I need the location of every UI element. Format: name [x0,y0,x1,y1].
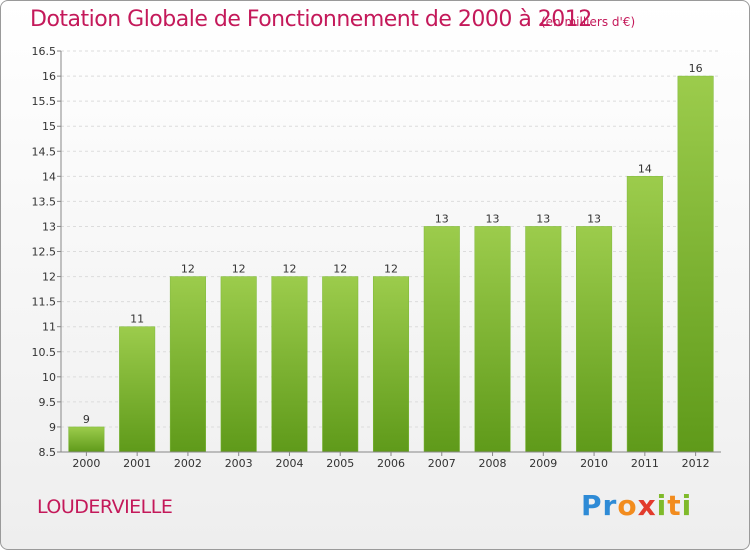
bar-2000[interactable] [68,426,105,453]
x-tick-label: 2001 [123,457,151,470]
y-tick-label: 12.5 [32,246,57,259]
x-tick-label: 2004 [275,457,303,470]
logo-letter: r [602,489,618,522]
logo-letter: x [637,489,657,522]
y-tick-label: 9.5 [39,396,57,409]
logo-letter: i [656,489,668,522]
bars [68,75,714,453]
bar-2011[interactable] [626,176,663,453]
x-tick-label: 2003 [225,457,253,470]
y-tick-label: 9 [49,421,56,434]
data-label-2011: 14 [638,162,652,175]
x-tick-label: 2005 [326,457,354,470]
x-tick-label: 2012 [682,457,710,470]
logo-letter: P [581,489,603,522]
data-label-2012: 16 [689,62,703,75]
x-tick-label: 2007 [428,457,456,470]
data-label-2004: 12 [282,263,296,276]
proxiti-logo[interactable]: Proxiti [581,489,692,522]
bar-2010[interactable] [576,226,613,453]
bar-2004[interactable] [271,276,308,453]
y-tick-label: 10 [42,371,56,384]
y-tick-label: 11 [42,321,56,334]
data-label-2009: 13 [536,212,550,225]
y-tick-label: 15.5 [32,95,57,108]
y-tick-label: 15 [42,120,56,133]
data-label-2007: 13 [435,212,449,225]
bar-2002[interactable] [169,276,206,453]
bar-2012[interactable] [677,75,714,453]
y-tick-label: 13.5 [32,195,57,208]
data-label-2008: 13 [486,212,500,225]
commune-name: LOUDERVIELLE [37,496,173,518]
data-label-2001: 11 [130,313,144,326]
bar-2009[interactable] [525,226,562,453]
data-label-2000: 9 [83,413,90,426]
y-tick-label: 16 [42,70,56,83]
y-tick-label: 13 [42,220,56,233]
x-tick-label: 2011 [631,457,659,470]
x-tick-label: 2009 [529,457,557,470]
bar-2008[interactable] [474,226,511,453]
chart-title: Dotation Globale de Fonctionnement de 20… [30,7,592,32]
y-tick-label: 10.5 [32,346,57,359]
x-tick-label: 2006 [377,457,405,470]
y-tick-label: 14 [42,170,56,183]
chart-subtitle: (en milliers d'€) [541,15,636,29]
bar-2007[interactable] [423,226,460,453]
y-tick-label: 8.5 [39,446,57,459]
logo-letter: o [617,489,638,522]
bar-2003[interactable] [220,276,257,453]
data-label-2005: 12 [333,263,347,276]
y-tick-label: 12 [42,271,56,284]
x-tick-label: 2002 [174,457,202,470]
data-label-2010: 13 [587,212,601,225]
x-tick-label: 2000 [72,457,100,470]
logo-letter: t [667,489,682,522]
data-labels: 9 11 12 12 12 12 12 13 13 13 13 14 16 [83,62,703,426]
bar-2005[interactable] [322,276,359,453]
bar-2006[interactable] [372,276,410,453]
x-tick-label: 2008 [479,457,507,470]
x-tick-label: 2010 [580,457,608,470]
y-tick-label: 14.5 [32,145,57,158]
y-tick-label: 11.5 [32,296,57,309]
y-tick-label: 16.5 [32,45,57,58]
bar-2001[interactable] [119,326,156,453]
data-label-2006: 12 [384,263,398,276]
axes: 8.5 9 9.5 10 10.5 11 11.5 12 12.5 13 13.5 14 14.5 15 1… [32,45,721,470]
data-label-2002: 12 [181,263,195,276]
logo-letter: i [681,489,693,522]
data-label-2003: 12 [232,263,246,276]
